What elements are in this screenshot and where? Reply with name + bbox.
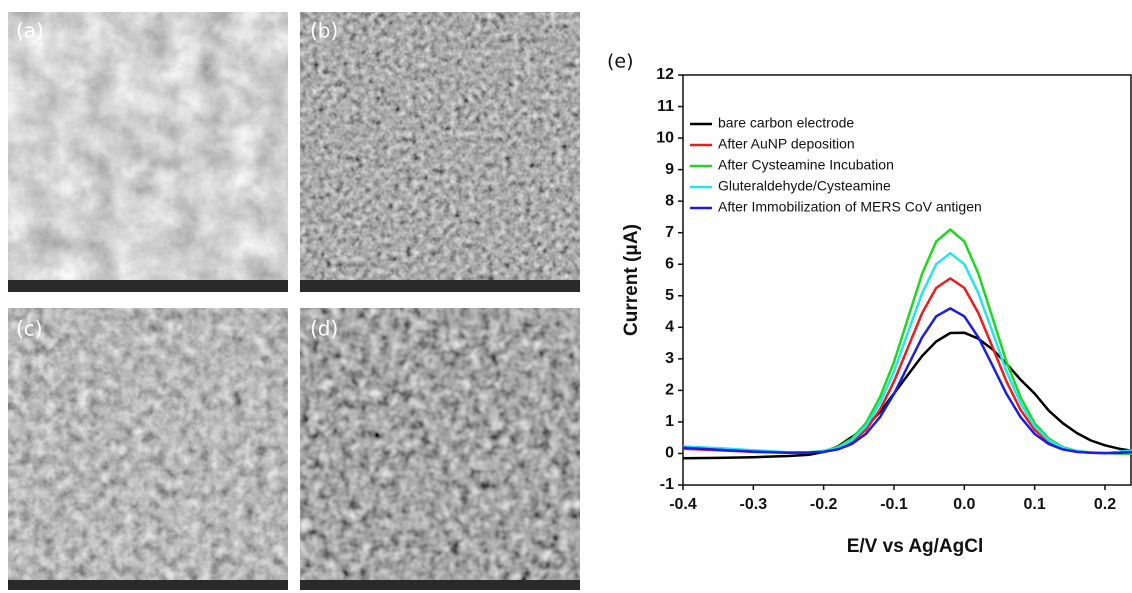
y-tick-label: 9 — [665, 161, 674, 178]
legend-label: After AuNP deposition — [718, 136, 855, 152]
x-tick-label: 0.0 — [953, 496, 975, 513]
y-tick-label: 8 — [665, 192, 674, 209]
y-tick-label: 10 — [656, 129, 674, 146]
panel-label: (c) — [16, 317, 43, 341]
sem-image — [300, 12, 580, 292]
y-axis-title: Current (μA) — [621, 224, 642, 336]
sem-image — [8, 308, 288, 590]
y-tick-label: -1 — [660, 476, 674, 493]
y-tick-label: 3 — [665, 350, 674, 367]
y-tick-label: 4 — [665, 319, 674, 336]
y-tick-label: 2 — [665, 382, 674, 399]
info-bar — [300, 280, 580, 292]
x-tick-label: -0.1 — [880, 496, 908, 513]
x-tick-label: -0.2 — [810, 496, 838, 513]
sem-panels: (a) (b) (c) (d) — [8, 12, 580, 590]
legend-label: After Cysteamine Incubation — [718, 157, 894, 173]
plot-frame — [682, 74, 1132, 486]
y-tick-label: 5 — [665, 287, 674, 304]
info-bar — [300, 580, 580, 590]
panel-label: (a) — [16, 19, 44, 43]
legend-label: Gluteraldehyde/Cysteamine — [718, 178, 891, 194]
y-tick-label: 11 — [657, 98, 674, 115]
y-tick-label: 6 — [665, 255, 674, 272]
y-tick-label: 1 — [665, 413, 674, 430]
x-tick-label: 0.2 — [1094, 496, 1116, 513]
panel-label: (b) — [310, 19, 338, 43]
legend-label: After Immobilization of MERS CoV antigen — [718, 199, 982, 215]
panel-label: (d) — [310, 317, 338, 341]
x-tick-label: -0.4 — [669, 496, 697, 513]
info-bar — [8, 580, 288, 590]
x-tick-label: 0.1 — [1024, 496, 1046, 513]
data-line — [682, 228, 1132, 455]
info-bar — [8, 280, 288, 292]
legend-label: bare carbon electrode — [718, 115, 854, 131]
x-axis-title: E/V vs Ag/AgCl — [847, 536, 984, 557]
y-tick-label: 12 — [656, 66, 674, 83]
sem-image — [8, 12, 288, 292]
y-tick-label: 0 — [665, 445, 674, 462]
sem-image — [300, 308, 580, 590]
data-line — [682, 307, 1132, 455]
y-tick-label: 7 — [665, 224, 674, 241]
x-tick-label: -0.3 — [740, 496, 768, 513]
panel-label: (e) — [607, 51, 634, 73]
